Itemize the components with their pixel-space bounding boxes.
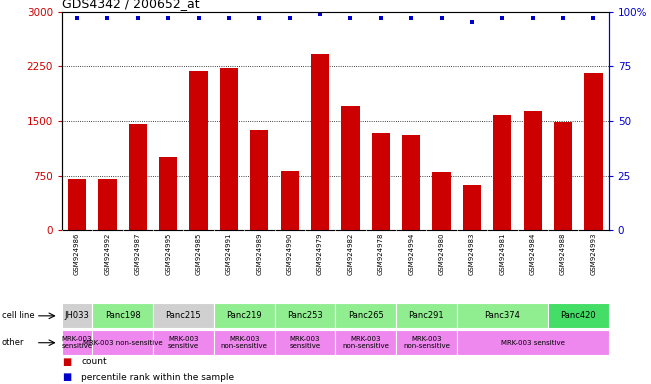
Point [102,15,113,21]
Bar [62,303,92,328]
Bar [457,330,609,355]
Text: MRK-003
sensitive: MRK-003 sensitive [61,336,92,349]
Bar [432,172,450,230]
Text: JH033: JH033 [64,311,89,320]
Bar [463,185,481,230]
Text: GSM924981: GSM924981 [499,233,505,275]
Text: GSM924979: GSM924979 [317,233,323,275]
Bar [159,157,177,230]
Point [467,19,477,25]
Text: GSM924995: GSM924995 [165,233,171,275]
Text: GSM924993: GSM924993 [590,233,596,275]
Bar [396,330,457,355]
Point [345,15,355,21]
Point [193,15,204,21]
Bar [68,179,86,230]
Text: GSM924985: GSM924985 [195,233,202,275]
Text: Panc420: Panc420 [561,311,596,320]
Text: GSM924984: GSM924984 [530,233,536,275]
Bar [250,130,268,230]
Text: Panc291: Panc291 [409,311,444,320]
Text: Panc374: Panc374 [484,311,520,320]
Bar [341,106,359,230]
Bar [493,115,512,230]
Bar [335,303,396,328]
Point [589,15,599,21]
Bar [153,330,214,355]
Bar [189,71,208,230]
Text: other: other [2,338,25,347]
Text: GDS4342 / 200652_at: GDS4342 / 200652_at [62,0,199,10]
Point [284,15,295,21]
Bar [402,135,421,230]
Bar [214,303,275,328]
Text: Panc253: Panc253 [287,311,323,320]
Text: Panc265: Panc265 [348,311,383,320]
Text: GSM924980: GSM924980 [439,233,445,275]
Text: MRK-003
sensitive: MRK-003 sensitive [168,336,199,349]
Bar [523,111,542,230]
Text: count: count [81,358,107,366]
Bar [548,303,609,328]
Bar [92,330,153,355]
Bar [396,303,457,328]
Bar [311,54,329,230]
Bar [92,303,153,328]
Text: Panc198: Panc198 [105,311,141,320]
Text: MRK-003
non-sensitive: MRK-003 non-sensitive [403,336,450,349]
Text: GSM924978: GSM924978 [378,233,384,275]
Bar [129,124,147,230]
Point [133,15,143,21]
Point [376,15,386,21]
Bar [457,303,548,328]
Text: GSM924987: GSM924987 [135,233,141,275]
Text: MRK-003
non-sensitive: MRK-003 non-sensitive [342,336,389,349]
Text: MRK-003 sensitive: MRK-003 sensitive [501,340,564,346]
Bar [372,133,390,230]
Text: GSM924986: GSM924986 [74,233,80,275]
Point [436,15,447,21]
Bar [281,170,299,230]
Text: GSM924994: GSM924994 [408,233,414,275]
Bar [214,330,275,355]
Point [72,15,82,21]
Text: Panc219: Panc219 [227,311,262,320]
Text: GSM924991: GSM924991 [226,233,232,275]
Bar [585,73,603,230]
Text: GSM924983: GSM924983 [469,233,475,275]
Point [315,11,326,17]
Bar [554,122,572,230]
Text: MRK-003
sensitive: MRK-003 sensitive [289,336,320,349]
Text: ■: ■ [62,357,71,367]
Text: GSM924992: GSM924992 [104,233,111,275]
Text: cell line: cell line [2,311,35,320]
Bar [220,68,238,230]
Text: GSM924988: GSM924988 [560,233,566,275]
Point [224,15,234,21]
Text: Panc215: Panc215 [165,311,201,320]
Point [497,15,508,21]
Bar [275,330,335,355]
Point [254,15,264,21]
Text: MRK-003 non-sensitive: MRK-003 non-sensitive [83,340,162,346]
Point [406,15,417,21]
Text: percentile rank within the sample: percentile rank within the sample [81,373,234,382]
Point [163,15,173,21]
Bar [153,303,214,328]
Text: GSM924990: GSM924990 [286,233,293,275]
Text: GSM924982: GSM924982 [348,233,353,275]
Point [527,15,538,21]
Bar [275,303,335,328]
Bar [98,179,117,230]
Bar [62,330,92,355]
Point [558,15,568,21]
Bar [335,330,396,355]
Text: MRK-003
non-sensitive: MRK-003 non-sensitive [221,336,268,349]
Text: ■: ■ [62,372,71,382]
Text: GSM924989: GSM924989 [256,233,262,275]
